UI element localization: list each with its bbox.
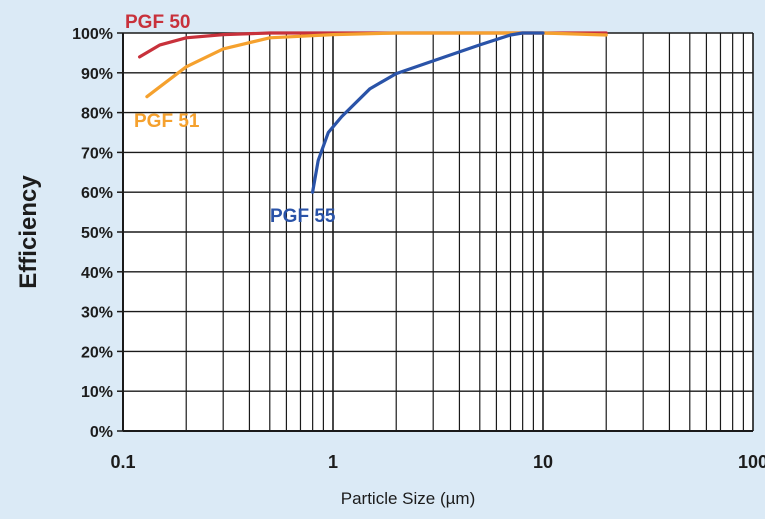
y-tick-label: 0% (90, 424, 113, 441)
series-labels: PGF 50 PGF 51 PGF 55 (125, 12, 336, 227)
series-label: PGF 50 (125, 12, 190, 33)
x-tick-label: 10 (533, 452, 553, 472)
y-tick-label: 90% (81, 66, 113, 83)
series-line (145, 31, 608, 99)
y-tick-label: 30% (81, 305, 113, 322)
y-tick-label: 80% (81, 106, 113, 123)
x-tick-label: 0.1 (110, 452, 135, 472)
y-tick-label: 40% (81, 265, 113, 282)
series-line (311, 31, 545, 194)
series-lines (138, 31, 608, 194)
series-label: PGF 55 (270, 206, 336, 227)
y-tick-label: 100% (72, 26, 113, 43)
y-tick-label: 20% (81, 344, 113, 361)
axes (117, 32, 753, 432)
grid (122, 32, 754, 432)
y-tick-label: 50% (81, 225, 113, 242)
tick-labels: 0% 10% 20% 30% 40% 50% 60% 70% 80% 90% 100% 0.1 1 10 1… (72, 26, 765, 472)
x-tick-label: 100 (738, 452, 765, 472)
x-axis-title: Particle Size (µm) (341, 489, 475, 508)
series-label: PGF 51 (134, 111, 200, 132)
y-axis-title: Efficiency (15, 175, 42, 289)
y-tick-label: 70% (81, 145, 113, 162)
y-tick-label: 60% (81, 185, 113, 202)
x-tick-label: 1 (328, 452, 338, 472)
y-tick-label: 10% (81, 384, 113, 401)
